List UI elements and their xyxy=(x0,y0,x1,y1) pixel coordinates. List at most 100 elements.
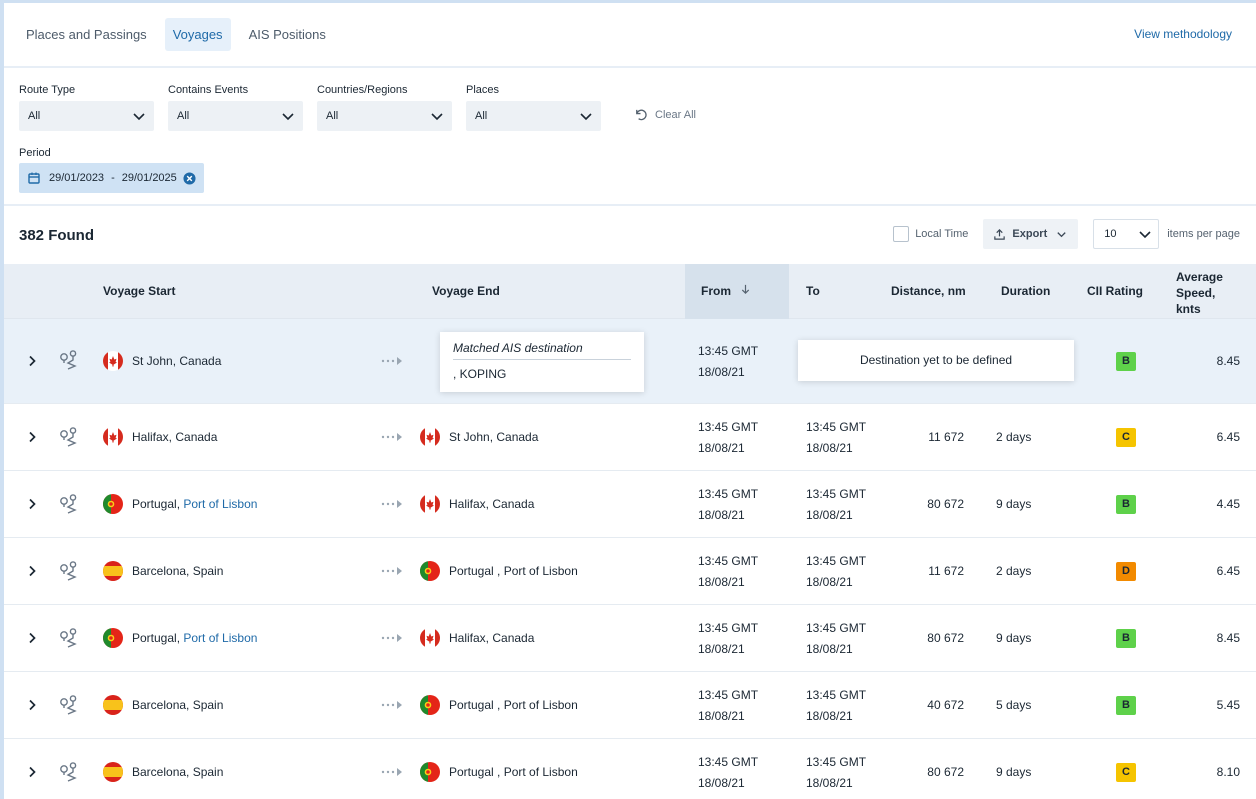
canada-flag-icon xyxy=(420,427,440,447)
from-date: 18/08/21 xyxy=(698,365,745,379)
col-from-sorted[interactable]: From xyxy=(685,264,789,319)
spain-flag-icon xyxy=(103,762,123,782)
to-date: 18/08/21 xyxy=(806,642,853,656)
contains-events-select[interactable]: All xyxy=(168,101,303,131)
expand-row-icon[interactable] xyxy=(26,355,38,367)
route-arrow-icon xyxy=(381,634,402,642)
from-datetime: 13:45 GMT 18/08/21 xyxy=(698,618,758,660)
expand-row-icon[interactable] xyxy=(26,699,38,711)
clear-all-button[interactable]: Clear All xyxy=(633,107,696,122)
route-icon[interactable] xyxy=(58,627,80,649)
expand-row-icon[interactable] xyxy=(26,565,38,577)
tab-places-and-passings[interactable]: Places and Passings xyxy=(26,27,147,42)
route-arrow-icon xyxy=(381,433,402,441)
col-distance[interactable]: Distance, nm xyxy=(891,284,966,298)
from-datetime: 13:45 GMT 18/08/21 xyxy=(698,417,758,459)
clear-period-icon[interactable] xyxy=(183,171,196,185)
col-speed-line-3: knts xyxy=(1176,302,1201,316)
expand-row-icon[interactable] xyxy=(26,766,38,778)
tab-ais-positions[interactable]: AIS Positions xyxy=(248,27,326,42)
from-time: 13:45 GMT xyxy=(698,487,759,501)
period-from: 29/01/2023 xyxy=(49,172,105,184)
to-datetime: 13:45 GMT 18/08/21 xyxy=(806,484,866,526)
table-row[interactable]: Halifax, Canada St John, Canada 13:45 GMT 1… xyxy=(4,404,1256,471)
from-date: 18/08/21 xyxy=(698,642,745,656)
table-row[interactable]: Barcelona, Spain Portugal , Port of Lisbo… xyxy=(4,672,1256,739)
expand-row-icon[interactable] xyxy=(26,632,38,644)
destination-undefined-message: Destination yet to be defined xyxy=(798,340,1074,381)
route-icon[interactable] xyxy=(58,426,80,448)
table-row[interactable]: Barcelona, Spain Portugal , Port of Lisbo… xyxy=(4,739,1256,799)
table-row[interactable]: St John, Canada Matched AIS destination … xyxy=(4,319,1256,404)
from-date: 18/08/21 xyxy=(698,508,745,522)
local-time-checkbox[interactable] xyxy=(893,226,910,242)
table-row[interactable]: Portugal, Port of Lisbon Halifax, Canada 1… xyxy=(4,605,1256,672)
from-time: 13:45 GMT xyxy=(698,420,759,434)
to-date: 18/08/21 xyxy=(806,575,853,589)
route-icon[interactable] xyxy=(58,694,80,716)
average-speed: 6.45 xyxy=(1216,430,1240,444)
from-time: 13:45 GMT xyxy=(698,554,759,568)
voyage-end-place: Portugal , Port of Lisbon xyxy=(449,564,578,578)
tab-voyages[interactable]: Voyages xyxy=(164,18,231,51)
distance-value: 80 672 xyxy=(927,765,964,779)
places-filter: Places All xyxy=(466,84,601,131)
items-per-page-label: items per page xyxy=(1167,228,1240,240)
route-arrow-icon xyxy=(381,567,402,575)
cii-rating-badge: B xyxy=(1116,629,1136,648)
col-voyage-end[interactable]: Voyage End xyxy=(432,284,500,298)
route-arrow-icon xyxy=(381,768,402,776)
voyage-start-place: St John, Canada xyxy=(132,354,222,368)
average-speed: 8.45 xyxy=(1216,631,1240,645)
start-port-link[interactable]: Port of Lisbon xyxy=(183,631,258,645)
from-date: 18/08/21 xyxy=(698,776,745,790)
distance-value: 40 672 xyxy=(927,698,964,712)
places-select[interactable]: All xyxy=(466,101,601,131)
countries-value: All xyxy=(326,110,339,122)
to-datetime: 13:45 GMT 18/08/21 xyxy=(806,551,866,593)
portugal-flag-icon xyxy=(420,695,440,715)
route-icon[interactable] xyxy=(58,761,80,783)
chevron-down-icon xyxy=(1057,231,1066,237)
export-button[interactable]: Export xyxy=(983,219,1079,249)
view-methodology-link[interactable]: View methodology xyxy=(1134,27,1232,41)
col-to[interactable]: To xyxy=(806,284,820,298)
cii-rating-badge: B xyxy=(1116,495,1136,514)
route-type-select[interactable]: All xyxy=(19,101,154,131)
expand-row-icon[interactable] xyxy=(26,431,38,443)
period-to: 29/01/2025 xyxy=(121,172,177,184)
col-from-label: From xyxy=(701,284,731,298)
countries-select[interactable]: All xyxy=(317,101,452,131)
calendar-icon xyxy=(28,172,40,184)
places-label: Places xyxy=(466,84,500,96)
duration-value: 9 days xyxy=(996,631,1032,645)
col-voyage-start[interactable]: Voyage Start xyxy=(103,284,176,298)
spain-flag-icon xyxy=(103,695,123,715)
voyage-end-place: Portugal , Port of Lisbon xyxy=(449,698,578,712)
route-icon[interactable] xyxy=(58,493,80,515)
col-duration[interactable]: Duration xyxy=(1001,284,1051,298)
to-date: 18/08/21 xyxy=(806,709,853,723)
places-value: All xyxy=(475,110,488,122)
to-time: 13:45 GMT xyxy=(806,621,867,635)
table-row[interactable]: Portugal, Port of Lisbon Halifax, Canada 1… xyxy=(4,471,1256,538)
col-average-speed[interactable]: Average Speed, knts xyxy=(1176,269,1223,317)
expand-row-icon[interactable] xyxy=(26,498,38,510)
route-icon[interactable] xyxy=(58,560,80,582)
results-count: 382 Found xyxy=(19,226,95,244)
from-datetime: 13:45 GMT 18/08/21 xyxy=(698,752,758,794)
distance-value: 80 672 xyxy=(927,497,964,511)
average-speed: 4.45 xyxy=(1216,497,1240,511)
items-per-page-value: 10 xyxy=(1104,228,1117,240)
items-per-page-select[interactable]: 10 xyxy=(1093,219,1160,249)
start-port-link[interactable]: Port of Lisbon xyxy=(183,497,258,511)
sort-down-icon xyxy=(742,284,750,295)
duration-value: 2 days xyxy=(996,430,1032,444)
col-cii-rating[interactable]: CII Rating xyxy=(1087,284,1143,298)
voyage-end-place: St John, Canada xyxy=(449,430,539,444)
period-chip[interactable]: 29/01/2023 - 29/01/2025 xyxy=(19,163,204,193)
to-date: 18/08/21 xyxy=(806,508,853,522)
table-row[interactable]: Barcelona, Spain Portugal , Port of Lisbo… xyxy=(4,538,1256,605)
route-icon[interactable] xyxy=(58,349,80,371)
